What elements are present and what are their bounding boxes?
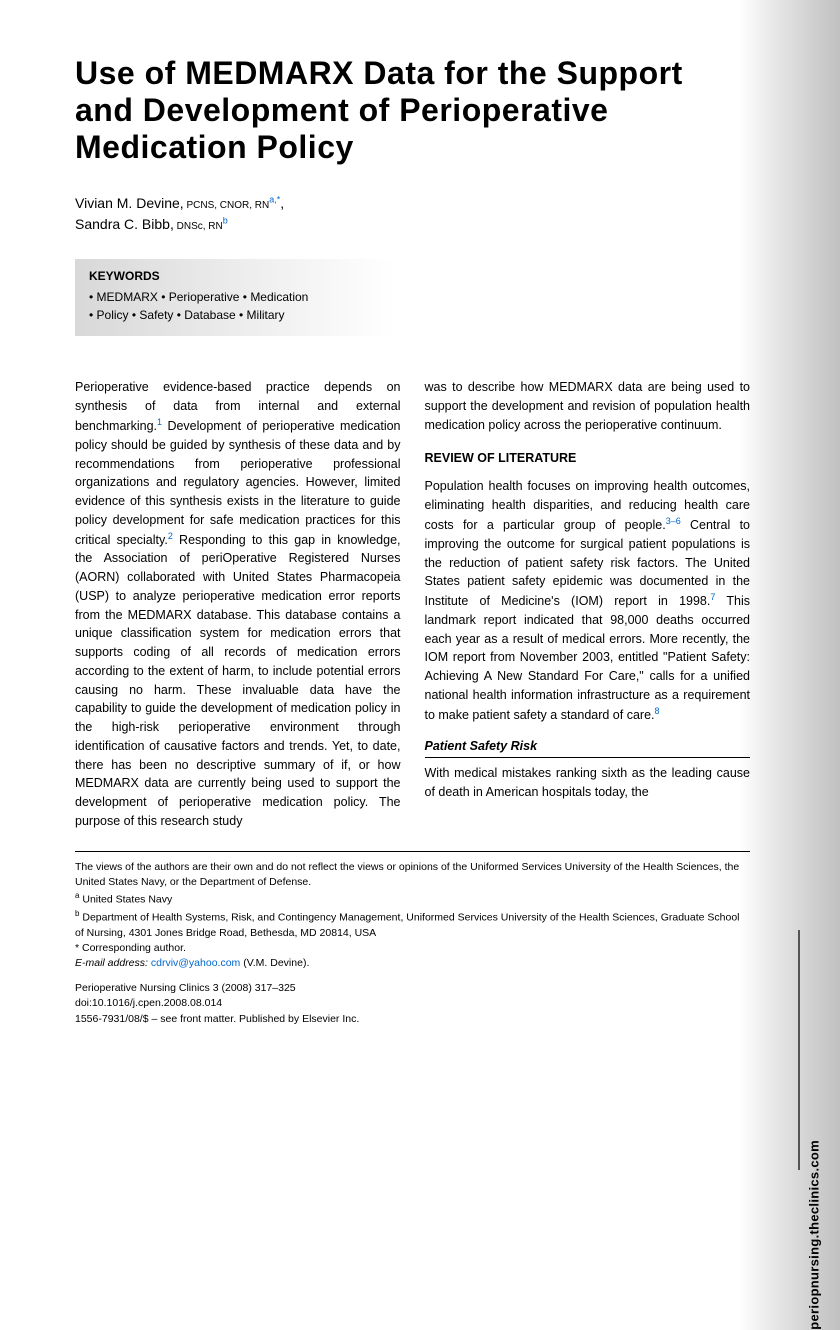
- journal-citation: Perioperative Nursing Clinics 3 (2008) 3…: [75, 981, 750, 996]
- aff-b-text: Department of Health Systems, Risk, and …: [75, 911, 740, 938]
- author-1-affiliation-link[interactable]: a,*: [269, 195, 280, 205]
- journal-doi: doi:10.1016/j.cpen.2008.08.014: [75, 996, 750, 1011]
- paragraph-3: Population health focuses on improving h…: [425, 477, 751, 724]
- subsection-heading-safety: Patient Safety Risk: [425, 737, 751, 759]
- journal-info: Perioperative Nursing Clinics 3 (2008) 3…: [75, 981, 750, 1027]
- author-1-name: Vivian M. Devine,: [75, 195, 184, 211]
- section-heading-review: REVIEW OF LITERATURE: [425, 449, 751, 468]
- author-2-credentials: DNSc, RN: [174, 221, 223, 232]
- corresponding-author: * Corresponding author.: [75, 941, 750, 956]
- paragraph-2: was to describe how MEDMARX data are bei…: [425, 378, 751, 434]
- keywords-heading: KEYWORDS: [89, 269, 381, 283]
- footnotes: The views of the authors are their own a…: [75, 851, 750, 1027]
- aff-a-text: United States Navy: [79, 894, 172, 906]
- keywords-line-2: • Policy • Safety • Database • Military: [89, 306, 381, 324]
- author-sep: ,: [280, 195, 284, 211]
- keywords-line-1: • MEDMARX • Perioperative • Medication: [89, 288, 381, 306]
- affiliation-a: a United States Navy: [75, 890, 750, 908]
- side-divider: [798, 930, 800, 1170]
- column-right: was to describe how MEDMARX data are bei…: [425, 378, 751, 830]
- email-line: E-mail address: cdrviv@yahoo.com (V.M. D…: [75, 956, 750, 971]
- article-title: Use of MEDMARX Data for the Support and …: [75, 55, 750, 165]
- author-2-affiliation-link[interactable]: b: [223, 216, 228, 226]
- keywords-list: • MEDMARX • Perioperative • Medication •…: [89, 288, 381, 324]
- email-link[interactable]: cdrviv@yahoo.com: [151, 957, 240, 969]
- email-label: E-mail address:: [75, 957, 151, 969]
- paragraph-4: With medical mistakes ranking sixth as t…: [425, 764, 751, 802]
- keywords-box: KEYWORDS • MEDMARX • Perioperative • Med…: [75, 259, 395, 336]
- journal-copyright: 1556-7931/08/$ – see front matter. Publi…: [75, 1012, 750, 1027]
- journal-url[interactable]: periopnursing.theclinics.com: [807, 1140, 822, 1330]
- affiliation-b: b Department of Health Systems, Risk, an…: [75, 908, 750, 941]
- author-1-credentials: PCNS, CNOR, RN: [184, 200, 270, 211]
- column-left: Perioperative evidence-based practice de…: [75, 378, 401, 830]
- author-2: Sandra C. Bibb, DNSc, RNb: [75, 214, 750, 235]
- author-1: Vivian M. Devine, PCNS, CNOR, RNa,*,: [75, 193, 750, 214]
- email-suffix: (V.M. Devine).: [240, 957, 309, 969]
- text-span: This landmark report indicated that 98,0…: [425, 594, 751, 722]
- disclaimer: The views of the authors are their own a…: [75, 860, 750, 890]
- body-text: Perioperative evidence-based practice de…: [75, 378, 750, 830]
- citation-8[interactable]: 8: [655, 706, 660, 716]
- citation-3-6[interactable]: 3–6: [666, 516, 681, 526]
- text-span: Responding to this gap in knowledge, the…: [75, 533, 401, 828]
- text-span: Development of perioperative medication …: [75, 419, 401, 547]
- paragraph-1: Perioperative evidence-based practice de…: [75, 378, 401, 830]
- author-2-name: Sandra C. Bibb,: [75, 216, 174, 232]
- authors-block: Vivian M. Devine, PCNS, CNOR, RNa,*, San…: [75, 193, 750, 235]
